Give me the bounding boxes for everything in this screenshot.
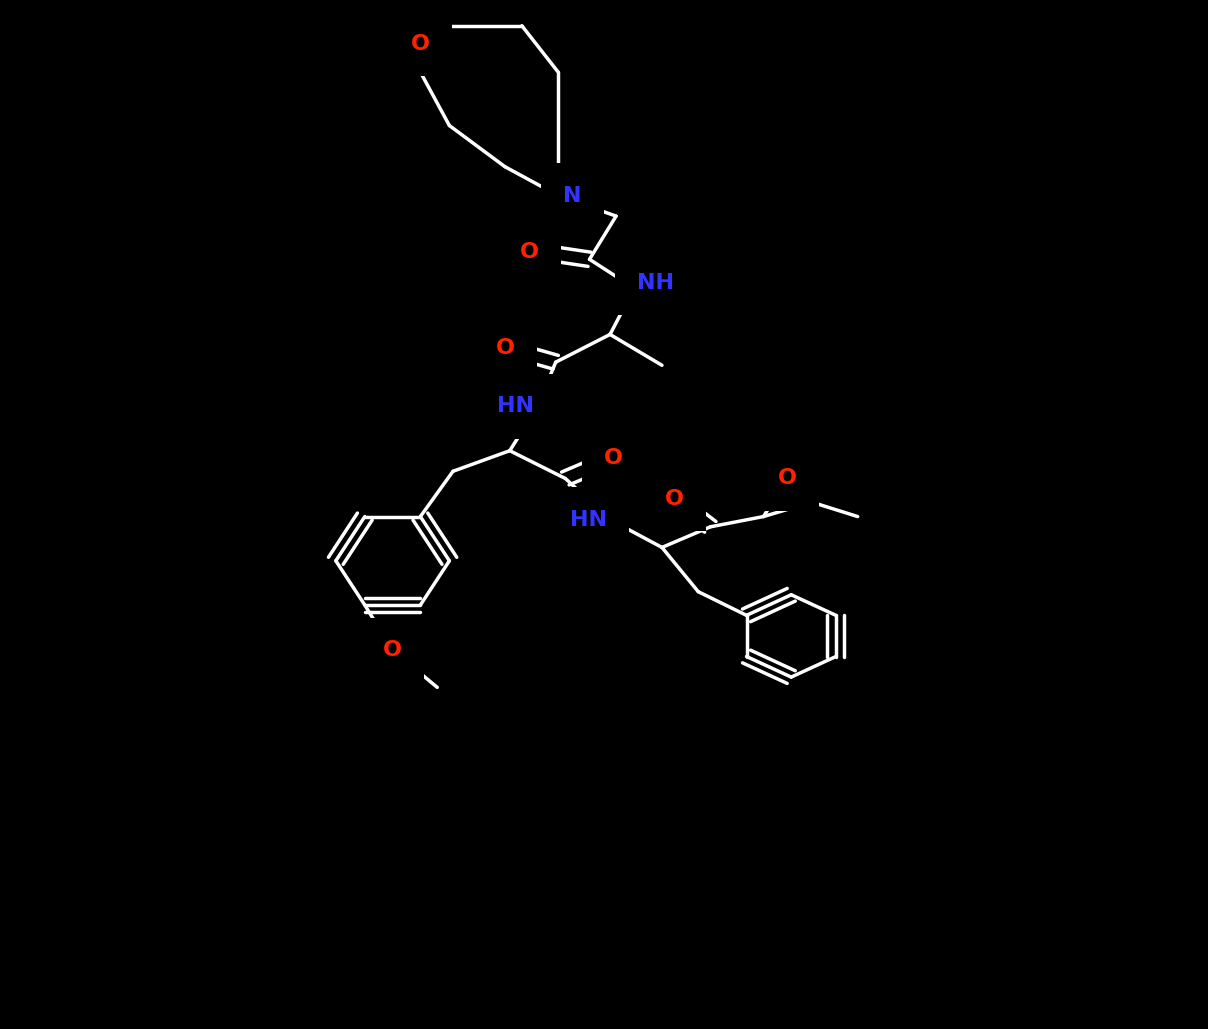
- Text: NH: NH: [638, 273, 674, 293]
- Text: O: O: [383, 640, 402, 661]
- Text: O: O: [519, 242, 539, 262]
- Text: O: O: [411, 34, 430, 55]
- Text: O: O: [778, 468, 797, 489]
- Text: O: O: [604, 448, 623, 468]
- Text: HN: HN: [498, 396, 534, 417]
- Text: HN: HN: [570, 509, 606, 530]
- Text: O: O: [664, 489, 684, 509]
- Text: N: N: [563, 185, 582, 206]
- Text: O: O: [495, 338, 515, 358]
